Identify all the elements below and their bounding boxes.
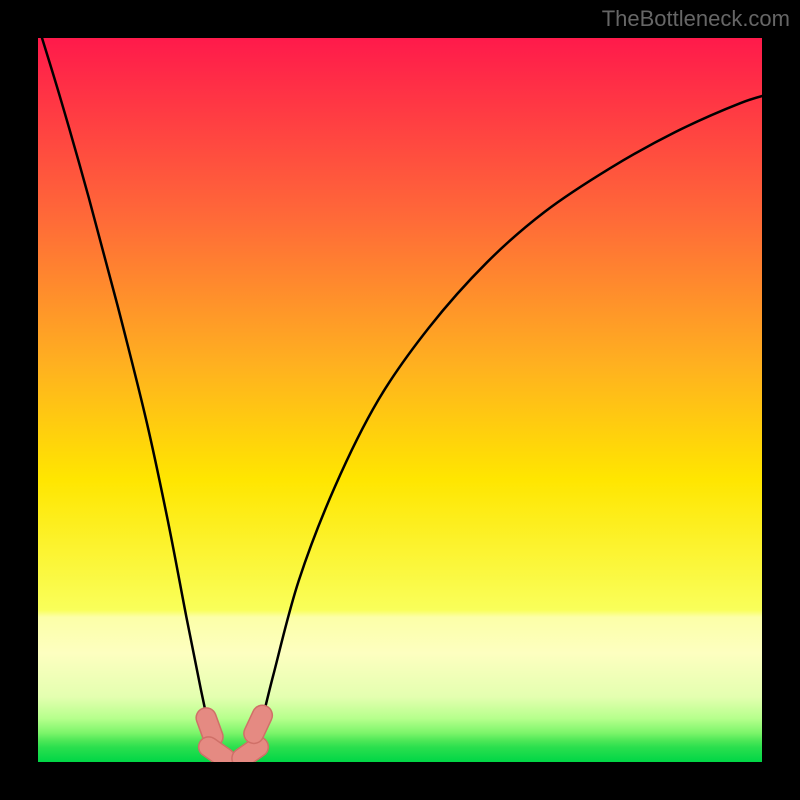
chart-canvas: TheBottleneck.com [0, 0, 800, 800]
watermark-text: TheBottleneck.com [602, 6, 790, 32]
chart-svg [0, 0, 800, 800]
plot-background [38, 38, 762, 762]
